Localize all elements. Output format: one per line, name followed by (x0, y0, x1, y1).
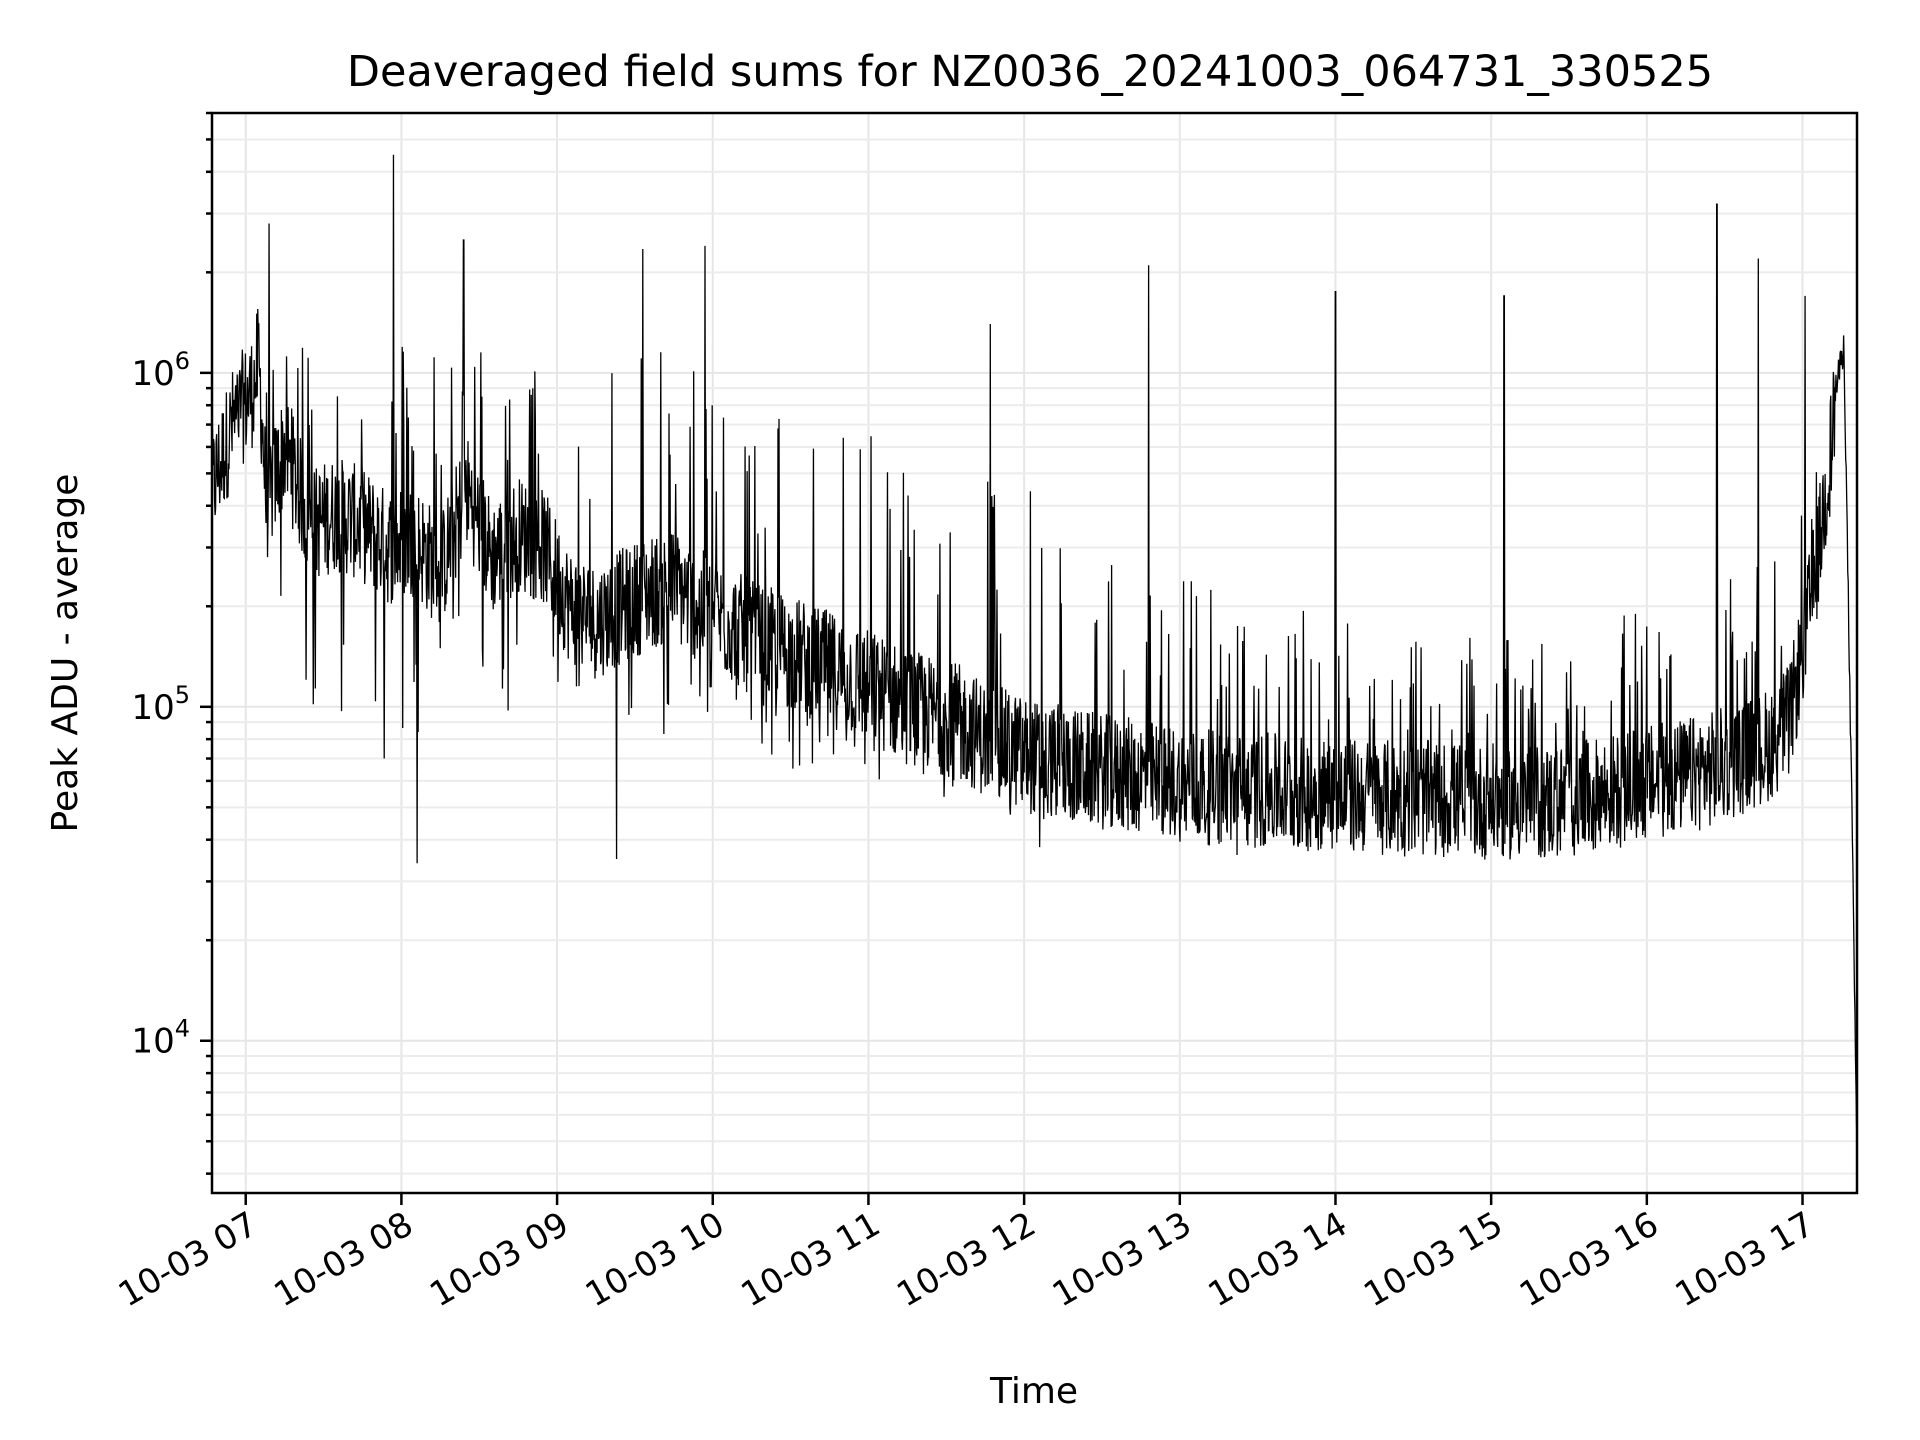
chart-title: Deaveraged field sums for NZ0036_2024100… (347, 47, 1713, 97)
y-tick-label: 106 (131, 347, 190, 394)
plot-frame (210, 111, 1859, 1195)
y-tick-label: 105 (131, 681, 190, 728)
x-axis-label: Time (989, 1371, 1078, 1412)
y-tick-label: 104 (131, 1015, 190, 1062)
y-axis: 104 105 106 (131, 111, 212, 1175)
series-line (212, 154, 1857, 1147)
plot-area (212, 154, 1857, 1147)
y-axis-label: Peak ADU - average (45, 474, 86, 833)
